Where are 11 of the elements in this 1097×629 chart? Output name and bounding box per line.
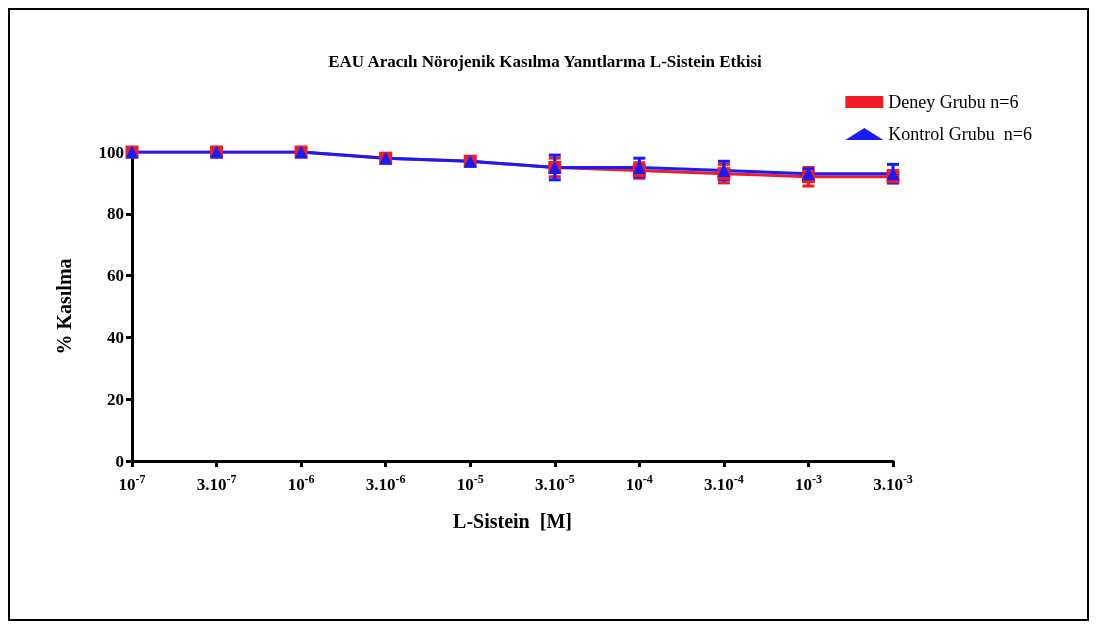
x-axis-title: L-Sistein [M] [453,510,572,532]
y-tick-label: 0 [115,451,124,471]
y-tick-label: 20 [107,389,124,409]
y-tick-label: 80 [107,204,124,224]
y-tick-label: 100 [98,142,124,162]
y-tick-label: 60 [107,266,124,286]
legend-label: Deney Grubu n=6 [888,92,1019,112]
chart-title: EAU Aracılı Nörojenik Kasılma Yanıtlarına L-Sistein Etkisi [328,52,763,71]
legend-label: Kontrol Grubu n=6 [888,124,1032,144]
y-axis-title: % Kasılma [53,258,75,355]
y-tick-label: 40 [107,327,124,347]
